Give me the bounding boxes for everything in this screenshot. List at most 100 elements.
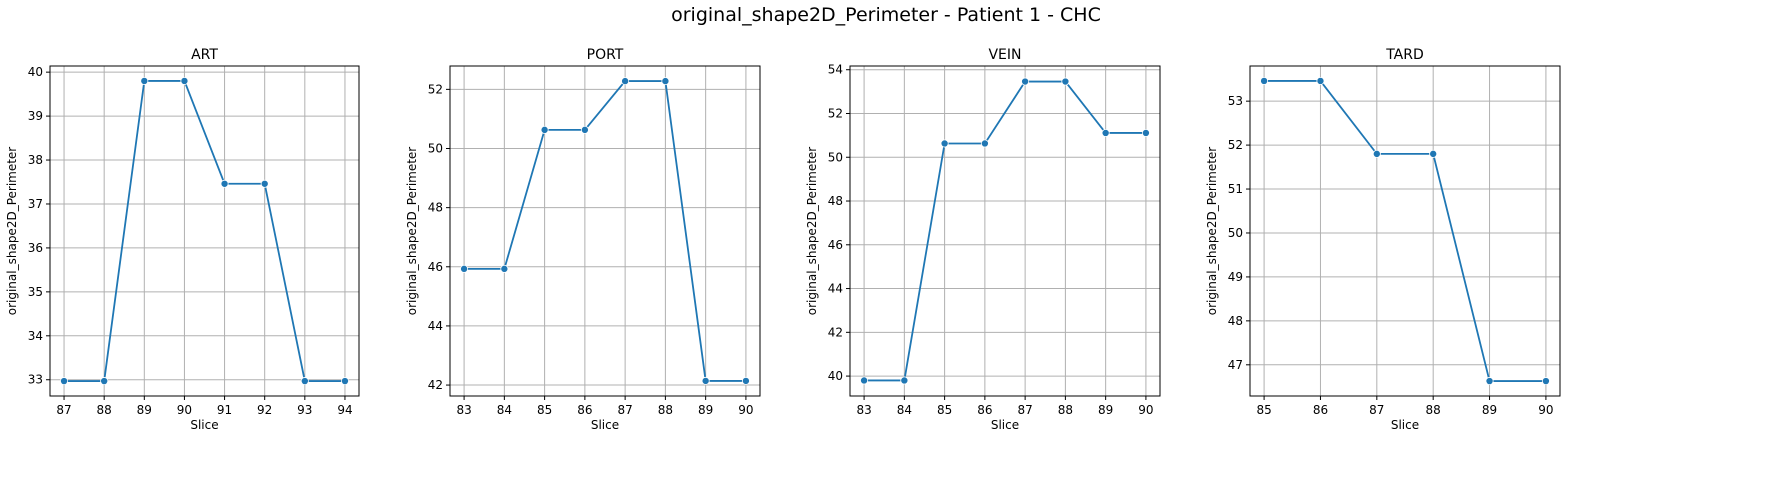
data-point <box>900 376 909 385</box>
x-tick-label: 90 <box>738 403 753 417</box>
x-tick-label: 90 <box>1538 403 1553 417</box>
y-tick-label: 42 <box>828 325 843 339</box>
data-point <box>1316 76 1325 85</box>
y-tick-label: 52 <box>428 82 443 96</box>
x-tick-label: 85 <box>937 403 952 417</box>
data-point <box>300 377 309 386</box>
data-point <box>980 139 989 148</box>
y-tick-label: 54 <box>828 63 843 77</box>
y-tick-label: 34 <box>28 329 43 343</box>
x-tick-label: 88 <box>1058 403 1073 417</box>
y-tick-label: 51 <box>1228 182 1243 196</box>
x-tick-label: 85 <box>1256 403 1271 417</box>
data-point <box>940 139 949 148</box>
x-tick-label: 93 <box>297 403 312 417</box>
x-tick-label: 86 <box>577 403 592 417</box>
y-tick-label: 52 <box>1228 138 1243 152</box>
y-tick-label: 37 <box>28 197 43 211</box>
data-point <box>60 377 69 386</box>
data-point <box>661 77 670 86</box>
data-point <box>701 376 710 385</box>
y-tick-label: 40 <box>828 369 843 383</box>
x-tick-label: 87 <box>617 403 632 417</box>
y-tick-label: 38 <box>28 153 43 167</box>
x-tick-label: 88 <box>1426 403 1441 417</box>
x-tick-label: 84 <box>497 403 512 417</box>
data-point <box>460 264 469 273</box>
data-point <box>220 179 229 188</box>
subplot-tard: 85 86 87 88 89 90 47 48 49 50 51 52 53 TARD Slice origi… <box>1205 47 1561 432</box>
x-tick-label: 94 <box>337 403 352 417</box>
data-point <box>500 264 509 273</box>
y-tick-label: 35 <box>28 285 43 299</box>
y-tick-label: 53 <box>1228 94 1243 108</box>
subplot-art: 87 88 89 90 91 92 93 94 33 34 35 36 37 38 39 40 ART Slice… <box>5 47 360 432</box>
axes-frame <box>1249 65 1561 397</box>
y-tick-label: 48 <box>1228 314 1243 328</box>
subplot-title: ART <box>191 47 218 63</box>
data-point <box>1061 77 1070 86</box>
x-tick-label: 87 <box>1369 403 1384 417</box>
data-point <box>540 125 549 134</box>
data-point <box>741 376 750 385</box>
x-axis-label: Slice <box>1391 418 1419 432</box>
x-tick-label: 86 <box>977 403 992 417</box>
data-point <box>1141 128 1150 137</box>
data-point <box>1021 77 1030 86</box>
y-tick-label: 46 <box>428 260 443 274</box>
x-tick-label: 87 <box>1017 403 1032 417</box>
subplot-vein: 83 84 85 86 87 88 89 90 40 42 44 46 48 50 52 54 VEIN Slic… <box>805 47 1161 432</box>
x-axis-label: Slice <box>991 418 1019 432</box>
y-tick-label: 47 <box>1228 358 1243 372</box>
data-point <box>621 77 630 86</box>
y-axis-label: original_shape2D_Perimeter <box>805 147 819 316</box>
subplot-title: TARD <box>1385 47 1424 63</box>
y-tick-label: 44 <box>828 282 843 296</box>
x-axis-label: Slice <box>190 418 218 432</box>
x-tick-label: 85 <box>537 403 552 417</box>
x-tick-label: 87 <box>56 403 71 417</box>
y-tick-label: 39 <box>28 109 43 123</box>
x-tick-label: 89 <box>1482 403 1497 417</box>
data-point <box>1429 149 1438 158</box>
y-tick-label: 33 <box>28 373 43 387</box>
x-tick-label: 89 <box>137 403 152 417</box>
x-tick-label: 91 <box>217 403 232 417</box>
x-tick-label: 88 <box>97 403 112 417</box>
subplot-port: 83 84 85 86 87 88 89 90 42 44 46 48 50 52 PORT Slice ori… <box>405 47 761 432</box>
x-tick-label: 90 <box>177 403 192 417</box>
x-tick-label: 89 <box>1098 403 1113 417</box>
figure-title: original_shape2D_Perimeter - Patient 1 -… <box>671 4 1101 26</box>
data-point <box>1485 377 1494 386</box>
y-tick-label: 48 <box>428 201 443 215</box>
y-tick-label: 42 <box>428 378 443 392</box>
y-tick-label: 48 <box>828 194 843 208</box>
axes-frame <box>49 65 360 397</box>
data-point <box>100 377 109 386</box>
x-tick-label: 90 <box>1138 403 1153 417</box>
y-tick-label: 50 <box>1228 226 1243 240</box>
data-point <box>860 376 869 385</box>
y-tick-label: 50 <box>428 142 443 156</box>
y-tick-label: 50 <box>828 150 843 164</box>
y-axis-label: original_shape2D_Perimeter <box>405 147 419 316</box>
axes-frame <box>449 65 761 397</box>
data-point <box>1260 76 1269 85</box>
y-tick-label: 40 <box>28 65 43 79</box>
y-tick-label: 36 <box>28 241 43 255</box>
data-point <box>140 76 149 85</box>
data-point <box>340 377 349 386</box>
data-point <box>1541 377 1550 386</box>
series-line <box>1264 80 1546 382</box>
y-axis-label: original_shape2D_Perimeter <box>5 147 19 316</box>
axes-frame <box>849 65 1161 397</box>
x-tick-label: 86 <box>1313 403 1328 417</box>
data-point <box>1372 149 1381 158</box>
data-point <box>580 125 589 134</box>
data-point <box>1101 128 1110 137</box>
series-line <box>864 80 1146 382</box>
x-tick-label: 84 <box>897 403 912 417</box>
subplot-title: VEIN <box>988 47 1021 63</box>
x-axis-label: Slice <box>591 418 619 432</box>
